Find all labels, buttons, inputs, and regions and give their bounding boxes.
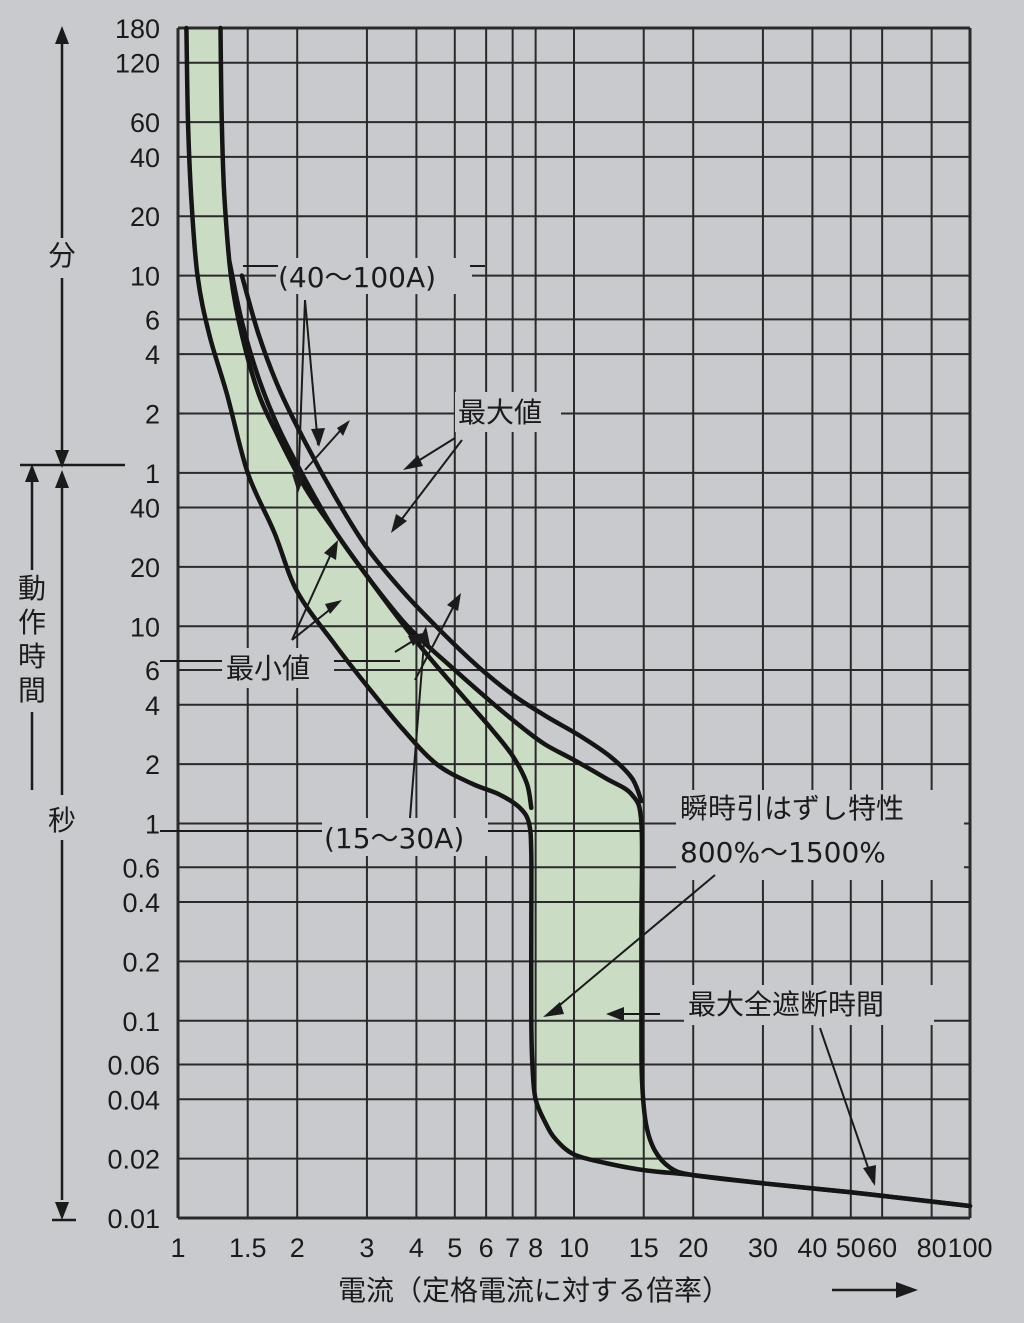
x-tick-label-100: 100 [947,1233,992,1263]
y-tick-label-0.01: 0.01 [107,1204,160,1234]
x-tick-labels: 1 1.5 2 3 4 5 6 7 8 10 15 20 30 40 50 60 80 100 [170,1233,992,1263]
x-tick-label-7: 7 [505,1233,520,1263]
x-tick-label-30: 30 [748,1233,778,1263]
x-tick-label-1: 1 [170,1233,185,1263]
y-tick-label-40: 40 [130,143,160,173]
x-tick-label-10: 10 [559,1233,589,1263]
y-tick-label-0.2: 0.2 [122,947,160,977]
x-tick-label-15: 15 [629,1233,659,1263]
y-tick-label-2: 2 [145,750,160,780]
label-range-40-100: (40～100A) [278,261,436,294]
y-tick-label-6: 6 [145,656,160,686]
annotation-max-total-clearing: 最大全遮断時間 [684,985,934,1186]
y-tick-label-10: 10 [130,262,160,292]
label-max-value: 最大値 [458,396,542,429]
annotation-min-value: 最小値 [160,540,400,688]
y-tick-labels: 180 120 60 40 20 10 6 4 2 1 40 20 10 6 4 2 1 0.6 0.4 0.2 0.1… [107,14,160,1234]
label-min-value: 最小値 [226,652,310,685]
y-tick-label-120: 120 [115,49,160,79]
curve-inner_15_30 [227,260,534,811]
y-tick-label-40: 40 [130,494,160,524]
y-axis-title-char: 動 [18,572,46,605]
label-instant-trip-title: 瞬時引はずし特性 [680,792,904,825]
y-tick-label-0.04: 0.04 [107,1085,160,1115]
label-max-total-clearing: 最大全遮断時間 [688,988,884,1021]
y-tick-label-10: 10 [130,612,160,642]
minutes-arrow-down [55,450,69,468]
x-tick-label-60: 60 [867,1233,897,1263]
annotation-range-40-100: (40～100A) [243,258,485,493]
y-axis-title-char: 間 [18,674,46,707]
y-axis-title-char: 作 [18,606,46,639]
label-range-15-30: (15～30A) [324,822,464,855]
x-tick-label-6: 6 [479,1233,494,1263]
x-axis-arrow [832,1282,918,1298]
y-tick-label-4: 4 [145,691,160,721]
x-tick-label-40: 40 [797,1233,827,1263]
y-tick-label-0.6: 0.6 [122,853,160,883]
y-tick-label-0.1: 0.1 [122,1007,160,1037]
x-tick-label-5: 5 [447,1233,462,1263]
y-tick-label-6: 6 [145,305,160,335]
annotation-instant-trip: 瞬時引はずし特性 800%～1500% [543,790,964,1021]
label-instant-trip-range: 800%～1500% [680,836,886,869]
operating-time-arrow-up [25,464,39,482]
y-tick-label-0.4: 0.4 [122,888,160,918]
y-tick-label-4: 4 [145,340,160,370]
y-tick-label-20: 20 [130,202,160,232]
y-tick-label-2: 2 [145,399,160,429]
y-tick-label-0.06: 0.06 [107,1051,160,1081]
curves [184,25,973,1209]
x-tick-label-20: 20 [678,1233,708,1263]
seconds-arrow-down [55,1202,69,1220]
operating-band-fill [186,28,970,1206]
vertical-gridlines [176,28,972,1218]
minutes-label: 分 [48,239,76,272]
y-tick-label-1: 1 [145,459,160,489]
x-tick-label-80: 80 [917,1233,947,1263]
annotation-max-value: 最大値 [391,392,561,533]
curve-max_outer [218,25,973,1209]
curve-min_outer [184,25,973,1209]
x-tick-label-2: 2 [290,1233,305,1263]
x-tick-label-4: 4 [409,1233,424,1263]
x-tick-label-1.5: 1.5 [229,1233,267,1263]
y-tick-label-0.02: 0.02 [107,1145,160,1175]
unit-axis [20,26,125,1222]
y-tick-label-60: 60 [130,108,160,138]
y-tick-label-20: 20 [130,553,160,583]
seconds-label: 秒 [48,804,76,837]
seconds-arrow-up [55,470,69,488]
x-tick-label-50: 50 [836,1233,866,1263]
annotation-range-15-30: (15～30A) [160,593,640,856]
x-axis-title: 電流（定格電流に対する倍率） [338,1274,730,1307]
y-tick-label-180: 180 [115,14,160,44]
x-tick-label-3: 3 [359,1233,374,1263]
x-tick-label-8: 8 [528,1233,543,1263]
y-tick-label-1: 1 [145,810,160,840]
y-axis-title: 動作時間 [18,572,46,707]
minutes-arrow-up [55,26,69,44]
y-axis-title-char: 時 [18,640,46,673]
